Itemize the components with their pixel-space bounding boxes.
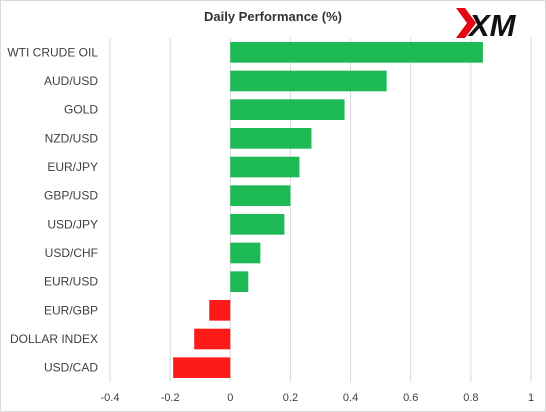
x-tick-label: 0.6: [403, 392, 418, 404]
category-label: USD/CAD: [44, 361, 98, 375]
bar: [230, 185, 291, 206]
bar: [230, 99, 345, 120]
bar: [173, 357, 231, 378]
category-label: USD/JPY: [47, 217, 98, 231]
category-label: USD/CHF: [45, 246, 98, 260]
logo-red-chevron: [456, 8, 476, 38]
category-label: EUR/USD: [44, 275, 98, 289]
category-label: DOLLAR INDEX: [10, 332, 98, 346]
category-label: EUR/JPY: [47, 160, 98, 174]
category-label: WTI CRUDE OIL: [7, 45, 98, 59]
xm-logo: XM: [456, 8, 517, 40]
bar: [230, 156, 300, 178]
x-tick-label: -0.2: [161, 392, 180, 404]
bar: [209, 300, 231, 321]
x-tick-label: 0: [227, 392, 233, 404]
category-label: EUR/GBP: [44, 303, 98, 317]
x-tick-label: 0.4: [343, 392, 358, 404]
category-label: NZD/USD: [45, 131, 99, 145]
category-label: GBP/USD: [44, 189, 98, 203]
x-tick-label: 1: [528, 392, 534, 404]
x-tick-label: 0.2: [283, 392, 298, 404]
category-label: AUD/USD: [44, 74, 98, 88]
chart-title: Daily Performance (%): [204, 9, 342, 24]
bar: [194, 328, 231, 350]
category-label: GOLD: [64, 103, 98, 117]
bar: [230, 70, 387, 92]
x-tick-label: -0.4: [101, 392, 120, 404]
logo-text: XM: [467, 8, 517, 40]
bar: [230, 214, 285, 235]
bar: [230, 271, 249, 292]
x-tick-label: 0.8: [463, 392, 478, 404]
bar: [230, 242, 261, 264]
bar: [230, 42, 483, 63]
bar: [230, 128, 312, 149]
